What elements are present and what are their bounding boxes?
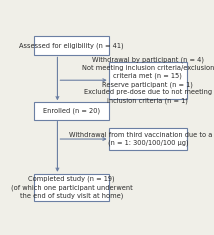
- Text: Assessed for eligibility (n = 41): Assessed for eligibility (n = 41): [19, 43, 124, 49]
- FancyBboxPatch shape: [109, 62, 187, 99]
- FancyBboxPatch shape: [34, 102, 109, 120]
- Text: Withdrawal from third vaccination due to a SAE
(n = 1: 300/100/100 μg): Withdrawal from third vaccination due to…: [69, 132, 214, 146]
- Text: Enrolled (n = 20): Enrolled (n = 20): [43, 108, 100, 114]
- FancyBboxPatch shape: [109, 128, 187, 150]
- Text: Completed study (n = 19)
(of which one participant underwent
the end of study vi: Completed study (n = 19) (of which one p…: [11, 176, 132, 199]
- FancyBboxPatch shape: [34, 174, 109, 201]
- Text: Withdrawal by participant (n = 4)
Not meeting inclusion criteria/exclusion
crite: Withdrawal by participant (n = 4) Not me…: [82, 57, 214, 104]
- FancyBboxPatch shape: [34, 36, 109, 55]
